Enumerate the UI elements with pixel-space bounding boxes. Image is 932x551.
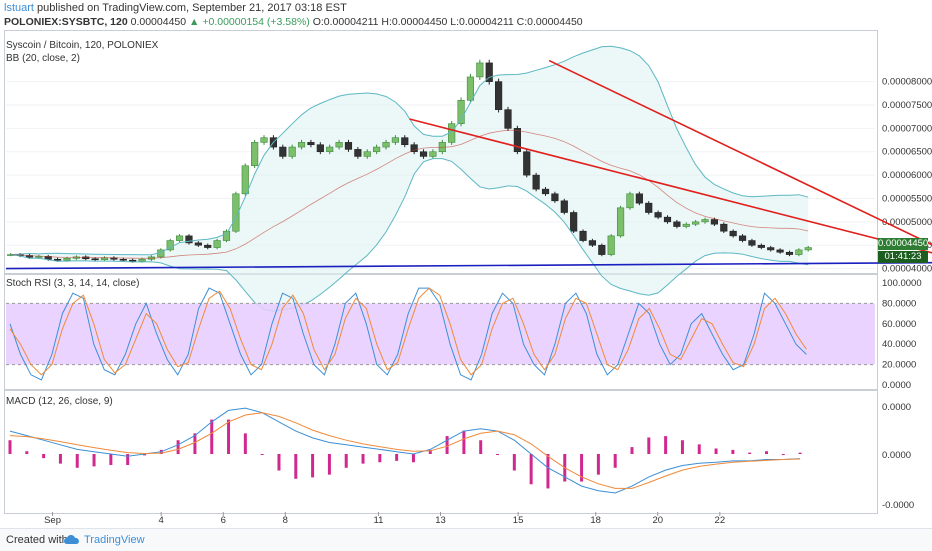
footer: Created with TradingView <box>0 528 932 551</box>
macd-y-tick: -0.0000 <box>882 500 914 511</box>
ohlc-values: O:0.00004211 H:0.00004450 L:0.00004211 C… <box>312 16 583 28</box>
macd-legend: MACD (12, 26, close, 9) <box>6 396 113 407</box>
countdown-badge: 01:41:23 <box>878 251 928 263</box>
x-tick-label: 8 <box>283 515 288 526</box>
price-y-tick: 0.00006000 <box>882 170 932 181</box>
rsi-y-tick: 20.0000 <box>882 360 916 371</box>
x-tick-label: 20 <box>652 515 663 526</box>
stoch-rsi-legend: Stoch RSI (3, 3, 14, 14, close) <box>6 278 140 289</box>
author-link[interactable]: lstuart <box>4 2 34 14</box>
x-tick-label: 15 <box>513 515 524 526</box>
x-tick-label: 6 <box>221 515 226 526</box>
up-arrow-icon: ▲ <box>189 16 200 28</box>
x-tick-label: 4 <box>159 515 164 526</box>
tradingview-brand-link[interactable]: TradingView <box>84 534 145 546</box>
bb-legend: BB (20, close, 2) <box>6 53 80 64</box>
x-tick-label: 11 <box>373 515 383 526</box>
rsi-y-tick: 100.0000 <box>882 278 922 289</box>
last-price: 0.00004450 <box>130 16 187 28</box>
price-badge: 0.00004450 <box>878 238 929 250</box>
rsi-y-tick: 60.0000 <box>882 319 916 330</box>
x-tick-label: 22 <box>715 515 726 526</box>
macd-pane[interactable] <box>4 390 878 514</box>
x-tick-label: Sep <box>44 515 61 526</box>
macd-y-tick: 0.0000 <box>882 450 911 461</box>
created-with-label: Created with <box>6 534 68 546</box>
price-y-tick: 0.00007500 <box>882 100 932 111</box>
x-tick-label: 13 <box>435 515 446 526</box>
price-y-tick: 0.00006500 <box>882 147 932 158</box>
stoch-rsi-pane[interactable] <box>4 274 878 390</box>
price-change: +0.00000154 (+3.58%) <box>202 16 310 28</box>
publish-line: lstuart published on TradingView.com, Se… <box>4 2 347 14</box>
price-y-tick: 0.00005000 <box>882 217 932 228</box>
price-y-tick: 0.00008000 <box>882 77 932 88</box>
price-y-tick: 0.00007000 <box>882 123 932 134</box>
price-y-tick: 0.00004000 <box>882 264 932 275</box>
symbol-label: POLONIEX:SYSBTC, 120 <box>4 16 128 28</box>
rsi-y-tick: 40.0000 <box>882 339 916 350</box>
macd-y-tick: 0.0000 <box>882 402 911 413</box>
rsi-y-tick: 0.0000 <box>882 380 911 391</box>
tradingview-cloud-icon <box>64 535 79 544</box>
publish-info: published on TradingView.com, September … <box>37 2 347 14</box>
symbol-line: POLONIEX:SYSBTC, 120 0.00004450 ▲ +0.000… <box>4 16 583 28</box>
rsi-y-tick: 80.0000 <box>882 298 916 309</box>
chart-header: lstuart published on TradingView.com, Se… <box>0 0 932 30</box>
x-tick-label: 18 <box>590 515 601 526</box>
price-pane[interactable] <box>4 30 878 274</box>
price-pane-title: Syscoin / Bitcoin, 120, POLONIEX <box>6 40 159 51</box>
price-y-tick: 0.00005500 <box>882 193 932 204</box>
